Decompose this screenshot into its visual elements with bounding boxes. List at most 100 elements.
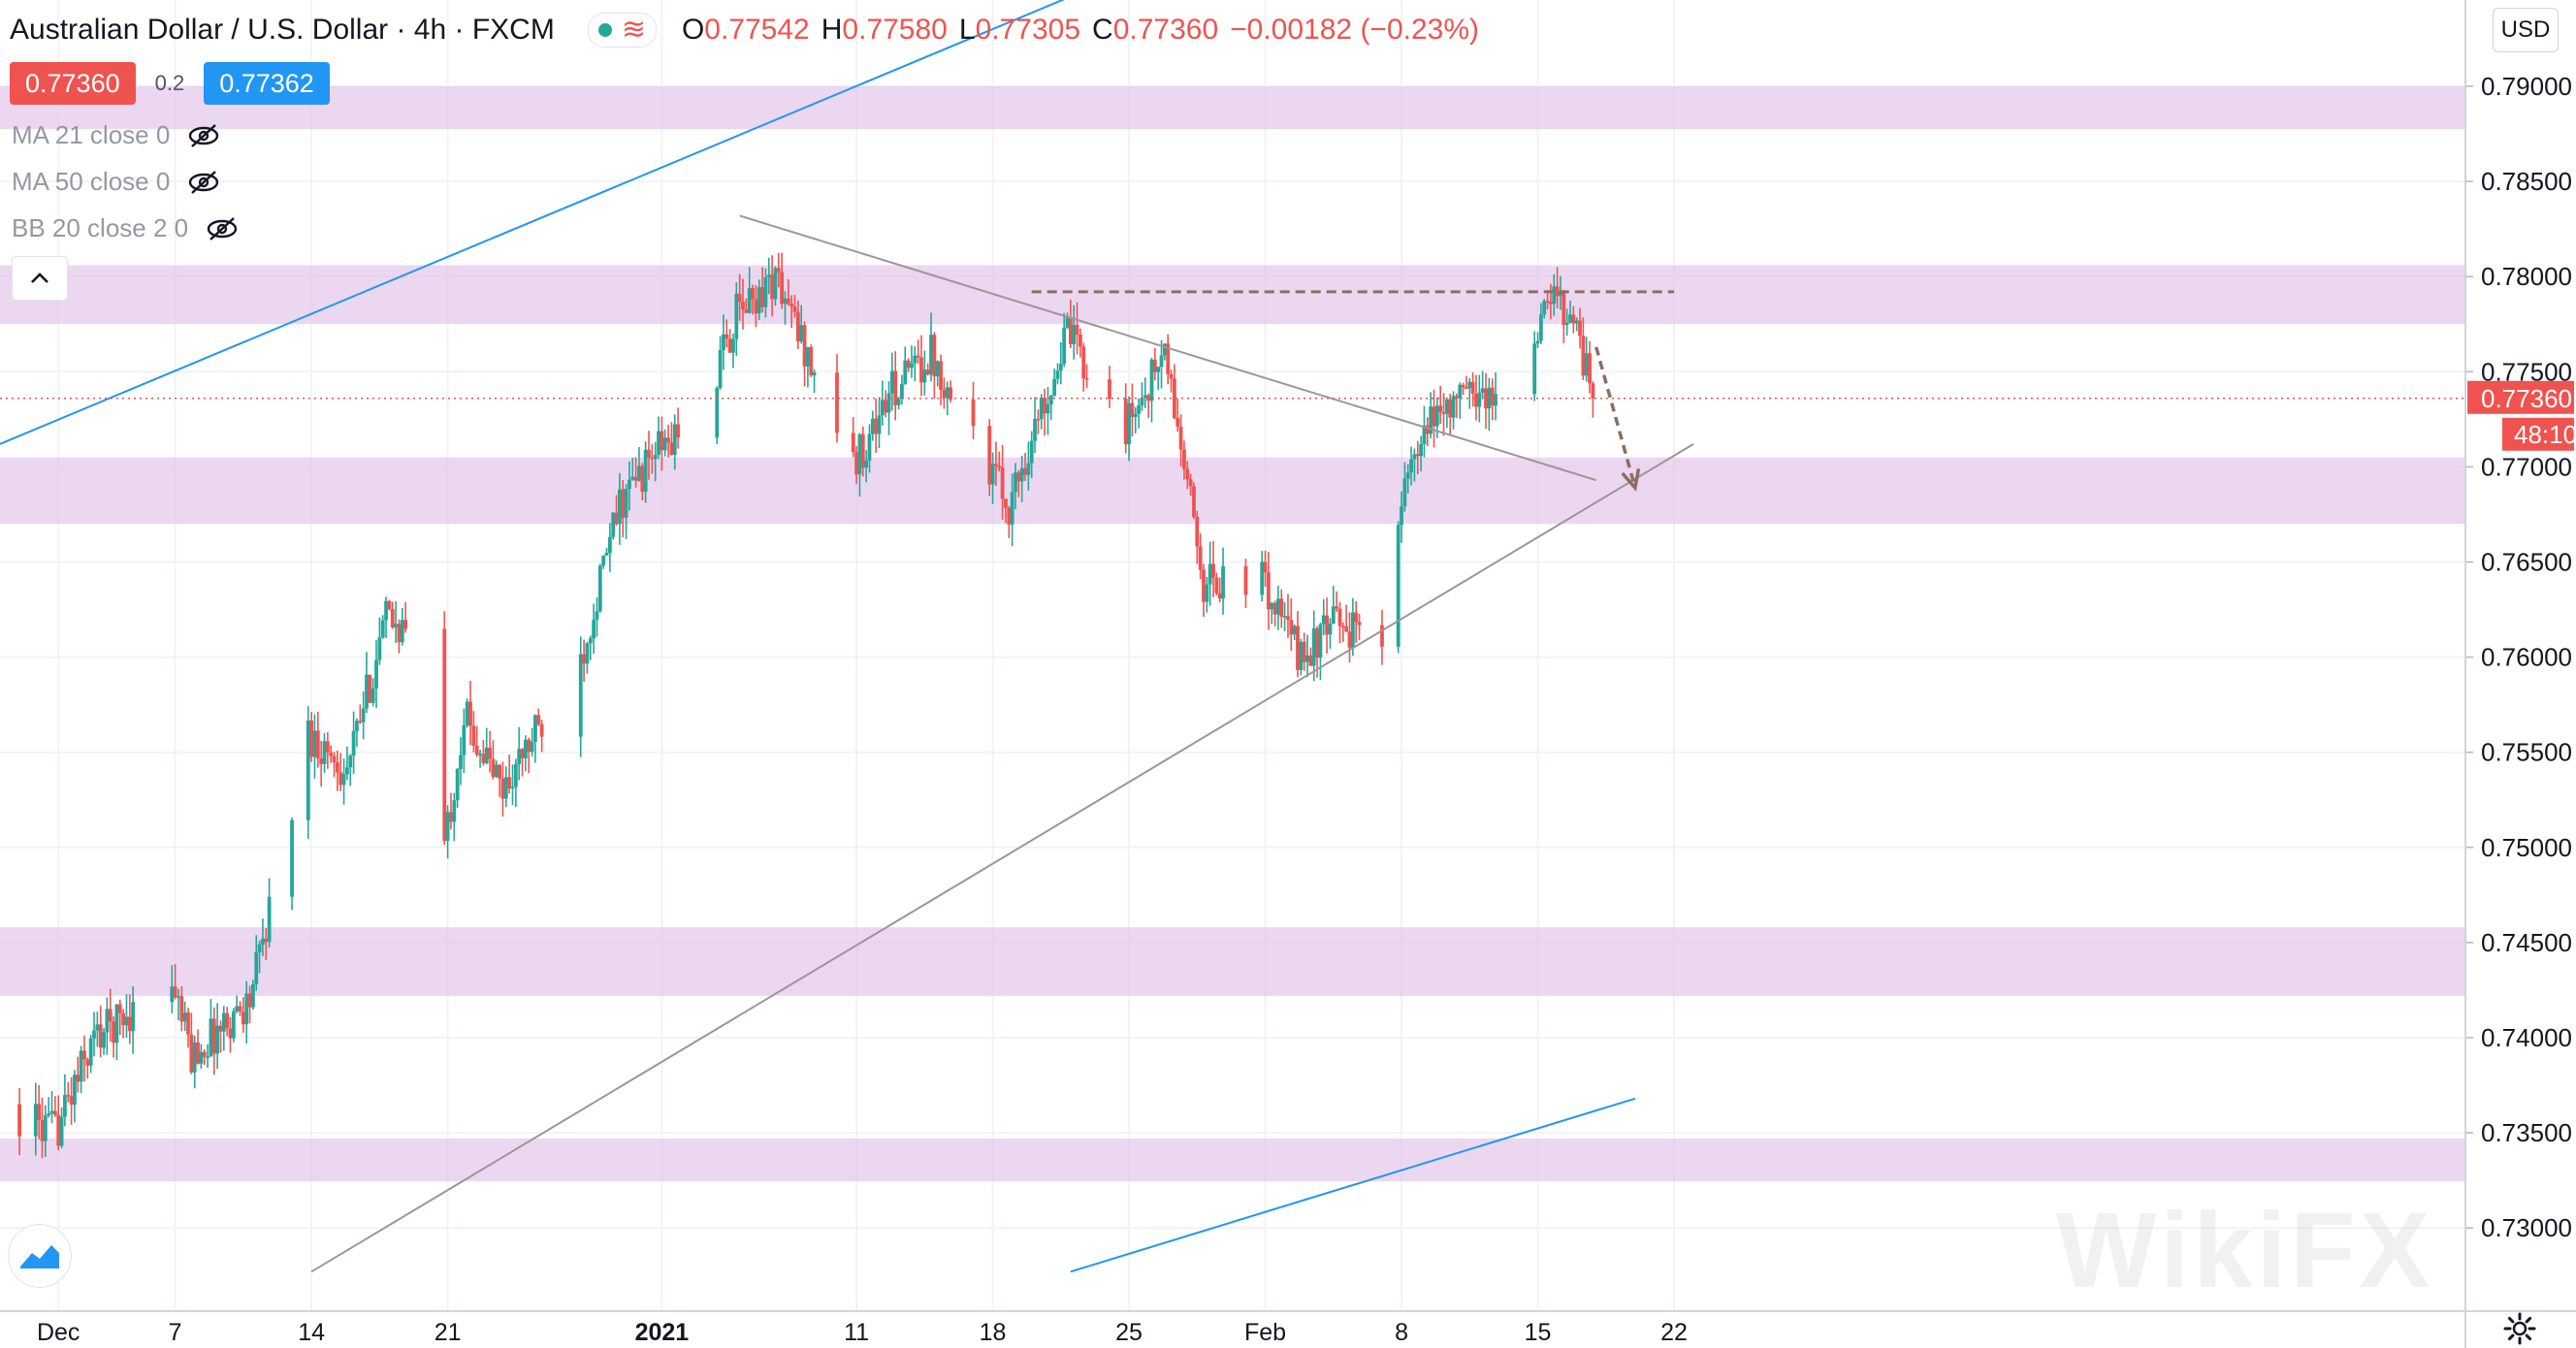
candle-down [238, 1006, 242, 1012]
y-tick-label: 0.74500 [2481, 928, 2572, 957]
trade-panel: 0.77360 0.2 0.77362 [10, 62, 330, 105]
tradingview-logo-button[interactable] [8, 1224, 72, 1288]
candle-up [1467, 381, 1472, 389]
candle-up [806, 347, 810, 367]
indicator-ma50[interactable]: MA 50 close 0 [12, 167, 220, 197]
candle-down [1461, 384, 1465, 388]
eye-off-icon[interactable] [187, 170, 220, 195]
projection-arrow-shaft [1594, 346, 1637, 489]
candle-down [1286, 616, 1290, 621]
candle-up [312, 730, 317, 757]
candle-down [309, 720, 314, 757]
candle-down [1337, 608, 1342, 626]
candle-down [893, 370, 898, 405]
candle-up [1149, 359, 1154, 401]
symbol-title[interactable]: Australian Dollar / U.S. Dollar · 4h · F… [10, 14, 555, 46]
candle-up [49, 1110, 54, 1114]
candle-down [442, 628, 447, 842]
candle-up [1010, 492, 1014, 525]
collapse-legend-button[interactable] [12, 256, 68, 301]
candle-down [264, 938, 269, 943]
eye-off-icon[interactable] [206, 216, 239, 241]
indicator-label: BB 20 close 2 0 [12, 213, 189, 242]
candle-down [211, 1018, 216, 1054]
y-tick-label: 0.77000 [2481, 452, 2572, 481]
candle-down [1036, 418, 1041, 421]
spread-value: 0.2 [154, 71, 185, 95]
time-axis: Dec 7 14 21 2021 11 18 25 Feb 8 15 22 [0, 1310, 2576, 1346]
candle-up [1574, 320, 1579, 324]
candle-up [348, 755, 353, 768]
candle-up [601, 555, 606, 566]
candle-down [539, 723, 544, 737]
candle-up [510, 786, 515, 789]
candle-down [1172, 378, 1176, 419]
candle-down [795, 311, 800, 342]
candle-up [1419, 444, 1424, 457]
candle-up [1434, 405, 1439, 427]
candle-down [117, 1004, 122, 1013]
candle-up [1350, 612, 1355, 648]
candle-down [1325, 615, 1330, 635]
indicator-bb20[interactable]: BB 20 close 2 0 [12, 213, 239, 243]
candle-down [1470, 381, 1475, 395]
trendlines [0, 0, 2465, 1273]
candle-down [1068, 316, 1073, 344]
candle-down [1211, 563, 1215, 578]
candle-down [1484, 388, 1488, 409]
candle-up [1552, 286, 1557, 305]
candle-down [218, 1025, 223, 1032]
buy-button[interactable]: 0.77362 [204, 62, 330, 105]
x-tick-label: 2021 [635, 1319, 690, 1346]
candle-up [799, 325, 804, 342]
candle-down [491, 758, 496, 778]
candle-up [731, 338, 735, 353]
candle-down [724, 334, 729, 339]
candle-down [1354, 612, 1359, 623]
candle-down [854, 452, 858, 475]
candle-down [860, 433, 865, 468]
projection-arrow-head [1621, 467, 1641, 492]
wave-icon: ≋ [621, 14, 646, 46]
candle-down [325, 741, 330, 753]
candle-down [906, 360, 911, 369]
candle-down [647, 449, 651, 458]
candle-up [877, 415, 882, 434]
candle-up [523, 739, 528, 758]
market-status-pill[interactable]: ≋ [587, 13, 657, 48]
candle-up [394, 624, 398, 627]
candle-up [530, 741, 534, 753]
candle-up [896, 399, 901, 405]
candle-down [640, 465, 645, 492]
high-value: 0.77580 [842, 14, 948, 46]
candle-up [1137, 405, 1141, 414]
candle-down [1380, 625, 1384, 647]
candle-up [1221, 565, 1225, 599]
indicator-ma21[interactable]: MA 21 close 0 [12, 120, 220, 150]
eye-off-icon[interactable] [187, 123, 220, 148]
candle-down [760, 287, 764, 307]
low-value: 0.77305 [975, 14, 1081, 46]
sell-button[interactable]: 0.77360 [10, 62, 136, 105]
candle-up [1058, 364, 1063, 371]
candle-up [889, 370, 894, 394]
open-value: 0.77542 [704, 14, 810, 46]
gear-icon[interactable] [2502, 1311, 2537, 1346]
candle-down [1188, 479, 1193, 487]
candle-down [37, 1104, 42, 1121]
candle-up [1162, 343, 1167, 356]
candle-up [47, 1113, 51, 1116]
candle-up [513, 763, 518, 787]
candle-down [1302, 641, 1306, 662]
candle-up [1019, 467, 1024, 482]
candle-down [1123, 399, 1128, 445]
candle-up [261, 938, 265, 945]
indicator-label: MA 50 close 0 [12, 167, 171, 196]
currency-button[interactable]: USD [2493, 8, 2559, 52]
candle-down [17, 1104, 21, 1137]
candle-down [179, 996, 184, 1022]
countdown-tag [2502, 417, 2574, 451]
candle-up [628, 479, 631, 490]
candle-down [397, 624, 402, 643]
